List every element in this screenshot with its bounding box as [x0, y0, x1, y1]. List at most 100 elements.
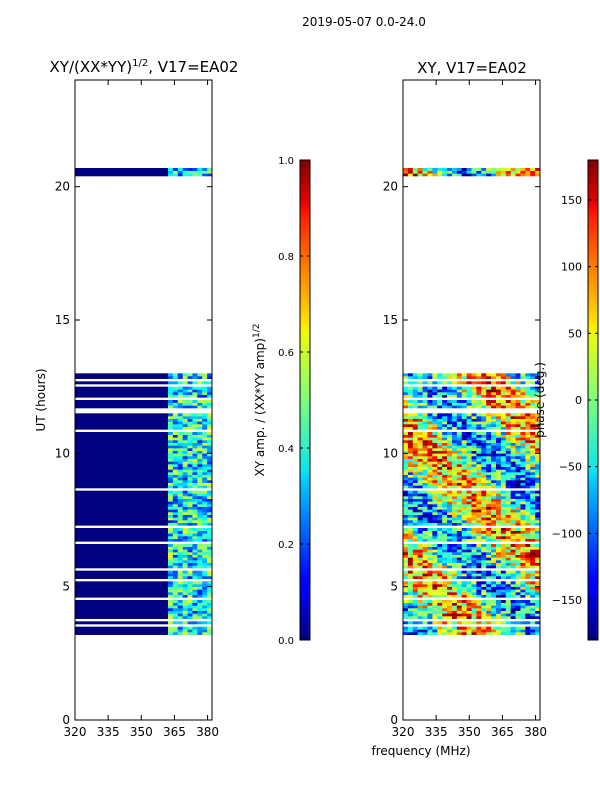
heatmap-cell	[133, 498, 139, 502]
heatmap-cell	[447, 496, 453, 499]
heatmap-cell	[510, 421, 516, 425]
heatmap-cell	[535, 394, 541, 398]
heatmap-cell	[505, 594, 512, 598]
heatmap-cell	[476, 592, 482, 595]
heatmap-cell	[491, 512, 497, 515]
heatmap-cell	[471, 421, 477, 425]
heatmap-cell	[417, 424, 423, 427]
heatmap-cell	[491, 501, 497, 505]
heatmap-cell	[167, 493, 174, 497]
heatmap-cell	[403, 498, 409, 502]
heatmap-cell	[75, 538, 81, 542]
heatmap-cell	[486, 496, 492, 499]
heatmap-cell	[182, 514, 188, 518]
heatmap-cell	[403, 469, 409, 473]
heatmap-cell	[407, 610, 414, 614]
heatmap-cell	[79, 501, 86, 505]
heatmap-cell	[442, 421, 448, 425]
heatmap-cell	[148, 549, 154, 553]
heatmap-cell	[407, 560, 414, 563]
heatmap-cell	[451, 445, 458, 449]
heatmap-cell	[456, 376, 463, 379]
heatmap-cell	[114, 386, 120, 390]
heatmap-cell	[417, 506, 423, 510]
heatmap-cell	[79, 586, 86, 590]
heatmap-cell	[128, 533, 135, 537]
heatmap-cell	[437, 512, 443, 515]
x-tick-label: 380	[524, 725, 547, 739]
heatmap-cell	[123, 504, 130, 507]
heatmap-cell	[99, 392, 105, 395]
heatmap-cell	[412, 632, 419, 635]
heatmap-cell	[476, 477, 482, 481]
heatmap-cell	[505, 442, 512, 446]
heatmap-cell	[114, 437, 120, 441]
heatmap-cell	[525, 586, 531, 590]
heatmap-cell	[417, 589, 423, 593]
heatmap-cell	[515, 498, 521, 502]
heatmap-cell	[192, 522, 198, 526]
heatmap-cell	[505, 482, 512, 486]
heatmap-cell	[491, 418, 497, 422]
heatmap-cell	[461, 490, 467, 494]
heatmap-cell	[403, 506, 409, 510]
heatmap-cell	[163, 506, 169, 510]
heatmap-cell	[138, 496, 144, 499]
heatmap-cell	[530, 405, 536, 409]
heatmap-cell	[476, 605, 482, 609]
heatmap-cell	[486, 400, 492, 403]
heatmap-cell	[75, 496, 81, 499]
heatmap-cell	[99, 536, 105, 539]
heatmap-cell	[128, 594, 135, 598]
heatmap-cell	[461, 589, 467, 593]
heatmap-cell	[138, 442, 144, 446]
heatmap-cell	[119, 528, 125, 531]
heatmap-cell	[495, 381, 502, 385]
heatmap-cell	[442, 424, 448, 427]
heatmap-cell	[172, 589, 179, 593]
heatmap-cell	[109, 528, 115, 531]
heatmap-cell	[99, 560, 105, 563]
heatmap-cell	[79, 413, 86, 417]
heatmap-cell	[447, 170, 453, 174]
heatmap-cell	[520, 506, 526, 510]
heatmap-cell	[133, 613, 139, 617]
heatmap-cell	[495, 610, 502, 614]
heatmap-cell	[407, 522, 414, 526]
heatmap-cell	[417, 576, 423, 579]
heatmap-cell	[520, 413, 526, 417]
heatmap-cell	[207, 546, 213, 550]
heatmap-cell	[481, 400, 487, 403]
heatmap-cell	[447, 405, 453, 409]
heatmap-cell	[515, 448, 521, 451]
heatmap-cell	[466, 472, 472, 475]
heatmap-cell	[143, 170, 149, 174]
heatmap-cell	[84, 589, 91, 593]
heatmap-cell	[177, 482, 184, 486]
heatmap-cell	[510, 506, 516, 510]
heatmap-cell	[412, 560, 419, 563]
heatmap-cell	[535, 474, 541, 478]
heatmap-cell	[89, 592, 95, 595]
heatmap-cell	[486, 546, 492, 550]
heatmap-cell	[94, 381, 100, 385]
heatmap-cell	[123, 517, 130, 521]
heatmap-cell	[495, 613, 502, 617]
heatmap-cell	[461, 576, 467, 579]
heatmap-cell	[437, 613, 443, 617]
heatmap-cell	[466, 418, 472, 422]
heatmap-cell	[456, 456, 463, 459]
heatmap-cell	[520, 522, 526, 526]
heatmap-cell	[412, 629, 419, 633]
heatmap-cell	[84, 629, 91, 633]
heatmap-cell	[128, 498, 135, 502]
heatmap-cell	[476, 432, 482, 435]
heatmap-cell	[192, 565, 198, 569]
heatmap-cell	[177, 562, 184, 566]
heatmap-cell	[207, 586, 213, 590]
heatmap-cell	[412, 552, 419, 555]
heatmap-cell	[442, 461, 448, 465]
heatmap-cell	[437, 504, 443, 507]
heatmap-cell	[79, 421, 86, 425]
